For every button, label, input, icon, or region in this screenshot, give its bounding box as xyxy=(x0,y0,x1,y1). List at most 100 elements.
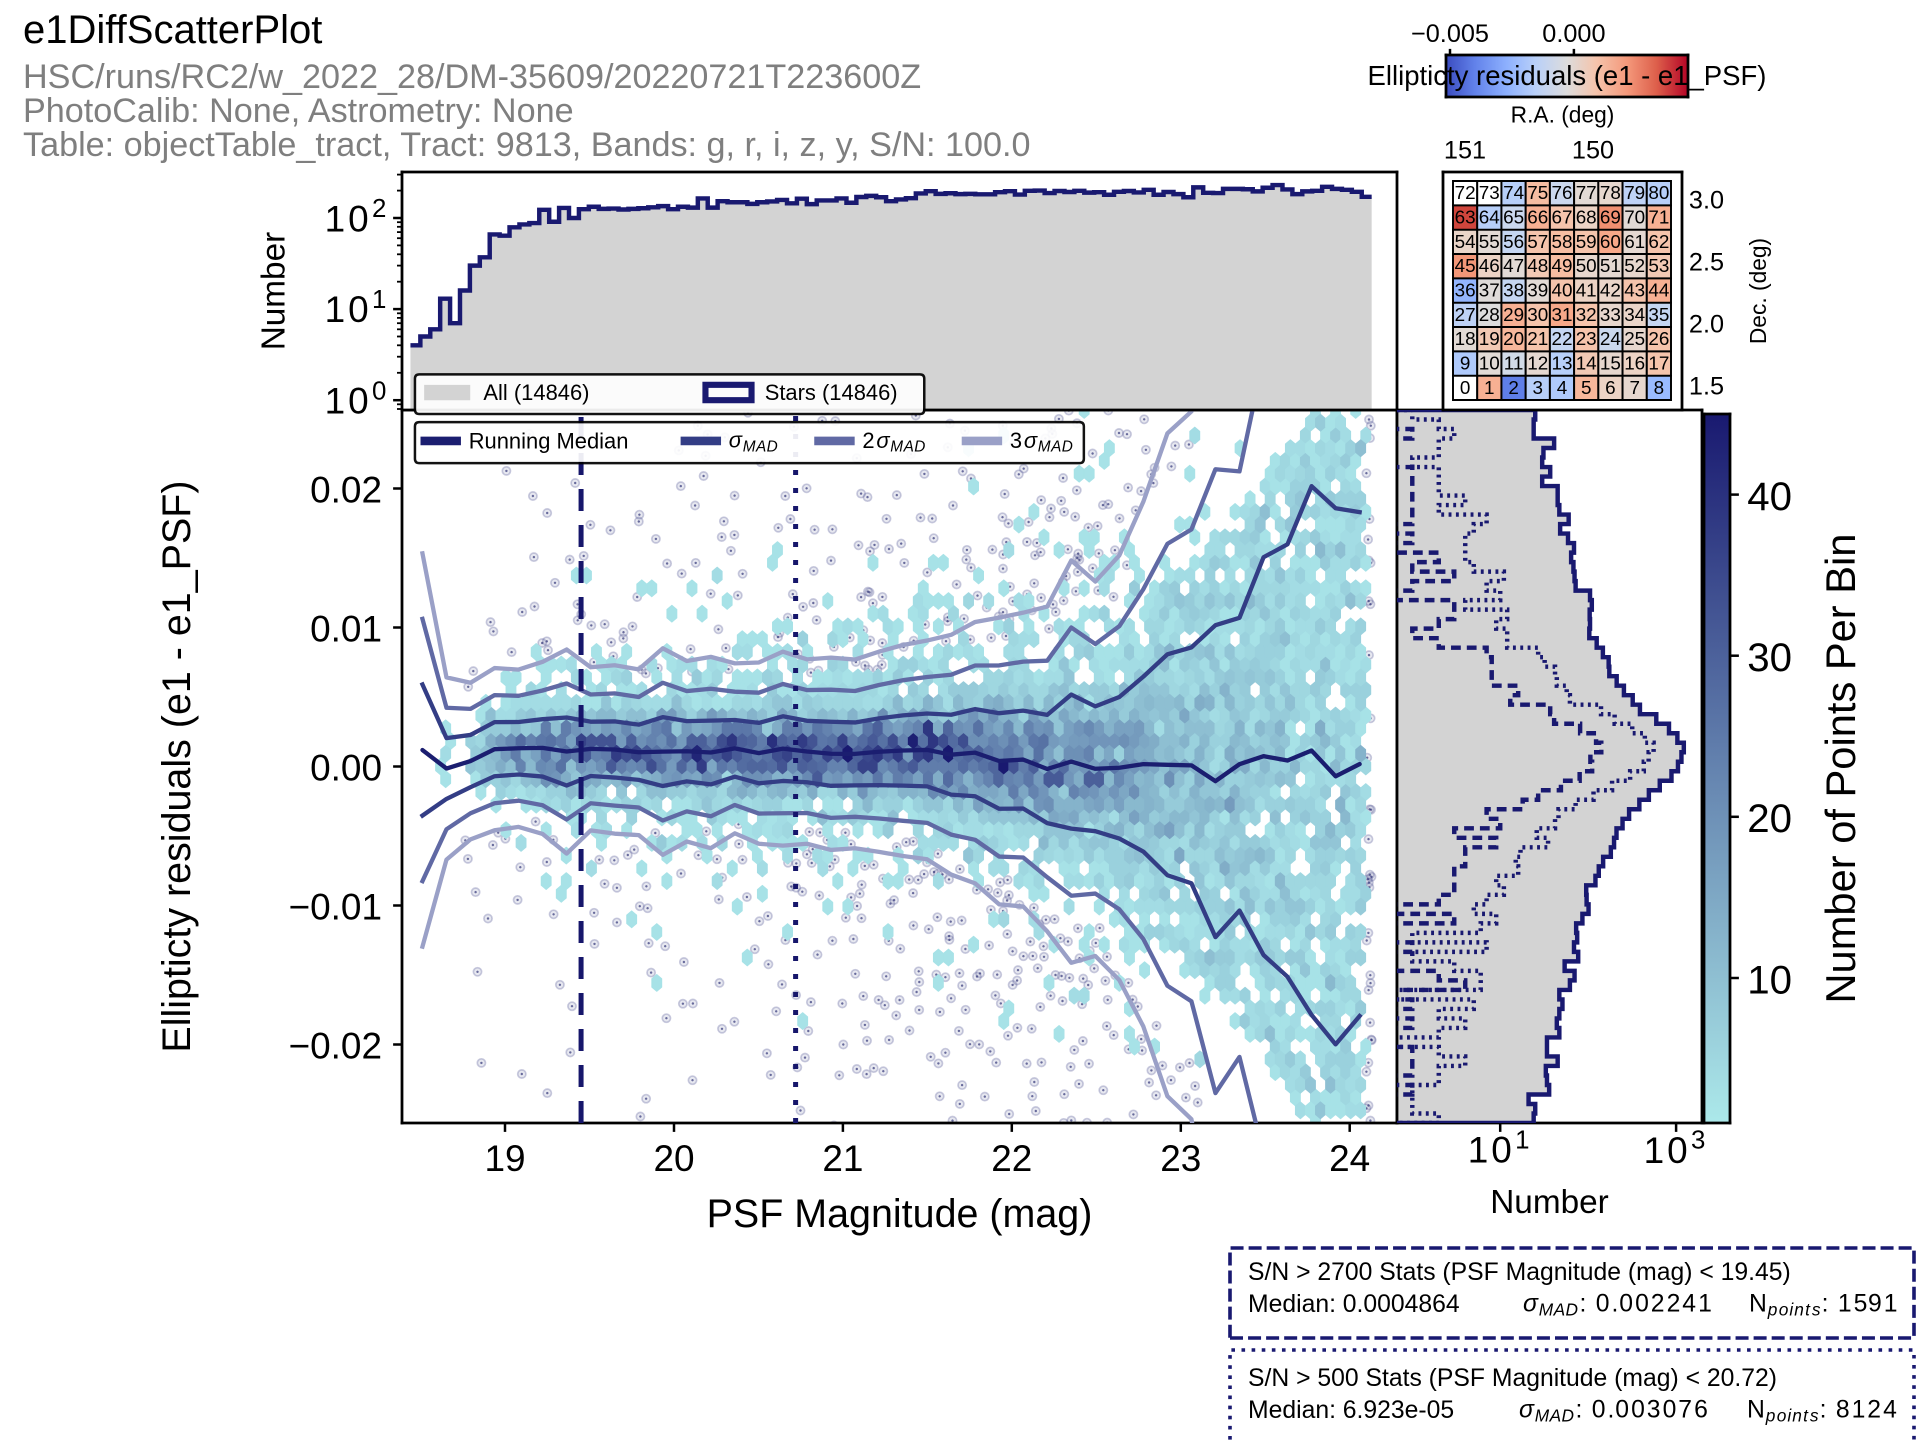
svg-text:σMAD:0.003076: σMAD: 0.003076 xyxy=(1519,1397,1708,1426)
svg-text:59: 59 xyxy=(1576,232,1597,253)
svg-text:30: 30 xyxy=(1747,635,1792,680)
svg-text:3σMAD: 3σMAD xyxy=(1010,428,1073,456)
svg-text:Running Median: Running Median xyxy=(469,429,629,454)
svg-text:2.5: 2.5 xyxy=(1689,249,1724,277)
svg-text:Number: Number xyxy=(1490,1184,1609,1221)
svg-text:13: 13 xyxy=(1552,353,1573,374)
svg-text:S/N > 2700 Stats (PSF Magnitud: S/N > 2700 Stats (PSF Magnitude (mag) < … xyxy=(1248,1259,1791,1286)
svg-text:9: 9 xyxy=(1460,353,1471,374)
svg-text:Table: objectTable_tract, Trac: Table: objectTable_tract, Tract: 9813, B… xyxy=(23,126,1031,164)
svg-text:33: 33 xyxy=(1600,305,1621,326)
svg-text:11: 11 xyxy=(1504,353,1524,374)
svg-text:Median: 6.923e-05: Median: 6.923e-05 xyxy=(1248,1397,1454,1424)
svg-text:σMAD:0.002241: σMAD: 0.002241 xyxy=(1523,1291,1712,1320)
svg-text:Stars (14846): Stars (14846) xyxy=(765,380,898,405)
svg-text:24: 24 xyxy=(1600,329,1621,350)
svg-text:100: 10 0 xyxy=(325,377,387,421)
svg-text:Ellipticty residuals (e1 - e1_: Ellipticty residuals (e1 - e1_PSF) xyxy=(155,481,199,1053)
svg-text:70: 70 xyxy=(1624,207,1645,228)
svg-text:1.5: 1.5 xyxy=(1689,373,1724,401)
svg-text:58: 58 xyxy=(1552,232,1573,253)
svg-text:6: 6 xyxy=(1605,378,1616,399)
svg-text:0.01: 0.01 xyxy=(310,609,382,650)
svg-text:e1DiffScatterPlot: e1DiffScatterPlot xyxy=(23,8,322,52)
svg-text:0.00: 0.00 xyxy=(310,748,382,789)
svg-text:20: 20 xyxy=(1747,796,1792,841)
svg-text:49: 49 xyxy=(1552,256,1573,277)
svg-text:77: 77 xyxy=(1576,183,1597,204)
svg-text:34: 34 xyxy=(1624,305,1645,326)
svg-text:103: 10 3 xyxy=(1644,1127,1706,1171)
svg-text:46: 46 xyxy=(1479,256,1500,277)
svg-text:1: 1 xyxy=(1484,378,1495,399)
svg-text:35: 35 xyxy=(1648,305,1669,326)
svg-text:0.02: 0.02 xyxy=(310,470,382,511)
svg-text:28: 28 xyxy=(1479,305,1500,326)
svg-text:40: 40 xyxy=(1552,280,1573,301)
svg-text:29: 29 xyxy=(1503,305,1524,326)
svg-text:22: 22 xyxy=(1552,329,1573,350)
svg-text:19: 19 xyxy=(484,1138,525,1179)
svg-text:54: 54 xyxy=(1455,232,1476,253)
svg-text:63: 63 xyxy=(1455,207,1476,228)
svg-text:−0.01: −0.01 xyxy=(289,887,382,928)
svg-text:39: 39 xyxy=(1527,280,1548,301)
svg-text:64: 64 xyxy=(1479,207,1500,228)
svg-text:HSC/runs/RC2/w_2022_28/DM-3560: HSC/runs/RC2/w_2022_28/DM-35609/20220721… xyxy=(23,58,921,96)
svg-text:52: 52 xyxy=(1624,256,1645,277)
svg-text:2.0: 2.0 xyxy=(1689,311,1724,339)
svg-text:2: 2 xyxy=(1508,378,1519,399)
svg-text:150: 150 xyxy=(1572,136,1614,164)
svg-text:57: 57 xyxy=(1527,232,1548,253)
svg-text:10: 10 xyxy=(1479,353,1500,374)
svg-text:7: 7 xyxy=(1629,378,1640,399)
svg-text:3.0: 3.0 xyxy=(1689,187,1724,215)
svg-text:38: 38 xyxy=(1503,280,1524,301)
svg-text:102: 10 2 xyxy=(325,195,387,239)
svg-text:27: 27 xyxy=(1455,305,1476,326)
svg-text:55: 55 xyxy=(1479,232,1500,253)
svg-text:22: 22 xyxy=(991,1138,1032,1179)
svg-text:16: 16 xyxy=(1624,353,1645,374)
svg-text:61: 61 xyxy=(1624,232,1645,253)
svg-text:42: 42 xyxy=(1600,280,1621,301)
svg-text:0.000: 0.000 xyxy=(1542,20,1605,48)
svg-text:65: 65 xyxy=(1503,207,1524,228)
svg-text:21: 21 xyxy=(1527,329,1548,350)
svg-text:60: 60 xyxy=(1600,232,1621,253)
svg-text:24: 24 xyxy=(1329,1138,1370,1179)
svg-text:15: 15 xyxy=(1600,353,1621,374)
svg-text:Number of Points Per Bin: Number of Points Per Bin xyxy=(1817,534,1864,1004)
svg-text:67: 67 xyxy=(1552,207,1573,228)
svg-text:8: 8 xyxy=(1654,378,1665,399)
svg-text:62: 62 xyxy=(1648,232,1669,253)
svg-text:79: 79 xyxy=(1624,183,1645,204)
svg-text:45: 45 xyxy=(1455,256,1476,277)
svg-text:5: 5 xyxy=(1581,378,1592,399)
svg-text:S/N > 500 Stats (PSF Magnitude: S/N > 500 Stats (PSF Magnitude (mag) < 2… xyxy=(1248,1365,1777,1392)
svg-text:44: 44 xyxy=(1648,280,1669,301)
svg-text:69: 69 xyxy=(1600,207,1621,228)
svg-text:74: 74 xyxy=(1503,183,1524,204)
svg-text:12: 12 xyxy=(1527,353,1548,374)
svg-text:73: 73 xyxy=(1479,183,1500,204)
svg-text:68: 68 xyxy=(1576,207,1597,228)
svg-text:75: 75 xyxy=(1527,183,1548,204)
svg-text:151: 151 xyxy=(1444,136,1486,164)
svg-text:All (14846): All (14846) xyxy=(483,380,589,405)
svg-text:σMAD: σMAD xyxy=(729,428,778,456)
svg-text:56: 56 xyxy=(1503,232,1524,253)
svg-text:47: 47 xyxy=(1503,256,1524,277)
svg-text:Ellipticty residuals (e1 - e1_: Ellipticty residuals (e1 - e1_PSF) xyxy=(1368,60,1767,91)
svg-text:21: 21 xyxy=(822,1138,863,1179)
svg-text:71: 71 xyxy=(1648,207,1669,228)
svg-text:−0.02: −0.02 xyxy=(289,1026,382,1067)
svg-text:41: 41 xyxy=(1576,280,1597,301)
svg-text:17: 17 xyxy=(1648,353,1669,374)
svg-text:25: 25 xyxy=(1624,329,1645,350)
svg-text:53: 53 xyxy=(1648,256,1669,277)
svg-text:PhotoCalib: None, Astrometry:: PhotoCalib: None, Astrometry: None xyxy=(23,92,574,130)
svg-text:78: 78 xyxy=(1600,183,1621,204)
svg-text:37: 37 xyxy=(1479,280,1500,301)
